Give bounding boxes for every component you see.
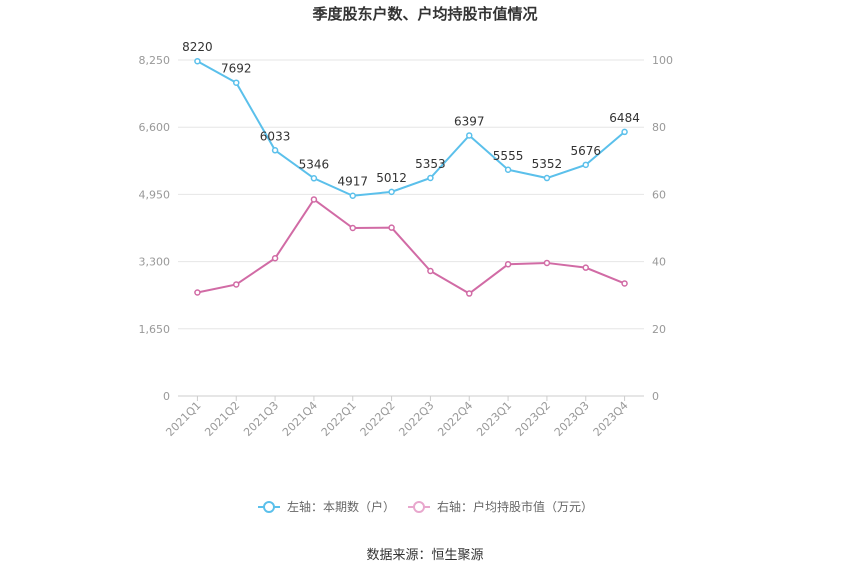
x-tick-label: 2023Q4 xyxy=(591,399,631,439)
data-point xyxy=(349,192,356,199)
x-tick-label: 2022Q1 xyxy=(319,399,359,439)
data-label: 5346 xyxy=(299,157,330,171)
data-label: 6484 xyxy=(609,111,640,125)
x-tick-label: 2022Q4 xyxy=(435,399,475,439)
x-tick-label: 2021Q4 xyxy=(280,399,320,439)
data-point xyxy=(621,128,628,136)
data-point xyxy=(427,267,434,275)
legend-label-left: 左轴：本期数（户） xyxy=(287,499,395,514)
left-tick-label: 0 xyxy=(163,390,170,403)
data-point xyxy=(543,174,551,182)
data-point xyxy=(271,254,279,262)
data-label: 5353 xyxy=(415,157,446,171)
series-left: 8220 7692 6033 5346 4917 5012 5353 6397 5555 5352… xyxy=(182,40,640,199)
data-label: 7692 xyxy=(221,62,252,76)
data-label: 5676 xyxy=(570,144,601,158)
series-layer: 8220 7692 6033 5346 4917 5012 5353 6397 5555 5352… xyxy=(182,40,640,297)
left-tick-label: 6,600 xyxy=(139,121,171,134)
x-tick-label: 2021Q2 xyxy=(202,399,242,439)
data-point xyxy=(310,175,318,182)
left-axis: 0 1,650 3,300 4,950 6,600 8,250 xyxy=(139,54,171,403)
data-point xyxy=(233,79,240,86)
right-tick-label: 80 xyxy=(652,121,666,134)
data-point xyxy=(233,281,240,288)
data-point xyxy=(582,161,589,169)
data-point xyxy=(504,166,512,174)
data-point xyxy=(349,224,356,232)
data-point xyxy=(194,289,201,296)
left-tick-label: 8,250 xyxy=(139,54,171,67)
data-label: 4917 xyxy=(337,175,368,189)
legend-swatch-marker xyxy=(413,501,425,513)
right-axis: 0 20 40 60 80 100 xyxy=(652,54,673,403)
x-axis: 2021Q12021Q22021Q32021Q42022Q12022Q22022… xyxy=(163,396,631,439)
x-tick-label: 2021Q3 xyxy=(241,399,281,439)
x-tick-label: 2022Q2 xyxy=(358,399,398,439)
series-line-left xyxy=(196,60,626,197)
right-tick-label: 60 xyxy=(652,188,666,201)
legend: 左轴：本期数（户） 右轴：户均持股市值（万元） xyxy=(258,499,593,514)
data-label: 5352 xyxy=(532,157,563,171)
left-tick-label: 3,300 xyxy=(139,256,171,269)
right-tick-label: 20 xyxy=(652,323,666,336)
legend-label-right: 右轴：户均持股市值（万元） xyxy=(437,499,593,514)
data-point xyxy=(466,132,473,139)
legend-item-right[interactable]: 右轴：户均持股市值（万元） xyxy=(408,499,593,514)
data-point xyxy=(504,261,512,268)
x-tick-label: 2022Q3 xyxy=(396,399,436,439)
data-point xyxy=(388,188,395,196)
x-tick-label: 2023Q2 xyxy=(513,399,553,439)
right-tick-label: 0 xyxy=(652,390,659,403)
data-point xyxy=(427,174,434,182)
data-point xyxy=(194,57,201,65)
data-label: 6033 xyxy=(260,129,291,143)
data-point xyxy=(543,259,551,267)
right-tick-label: 100 xyxy=(652,54,673,67)
data-point xyxy=(388,224,395,231)
data-point xyxy=(582,264,589,271)
x-tick-label: 2023Q1 xyxy=(474,399,514,439)
legend-swatch-marker xyxy=(263,501,275,513)
source-note: 数据来源：恒生聚源 xyxy=(366,548,483,563)
series-right xyxy=(194,196,628,297)
x-tick-label: 2023Q3 xyxy=(552,399,592,439)
chart-title: 季度股东户数、户均持股市值情况 xyxy=(312,5,537,23)
data-label: 5012 xyxy=(376,171,407,185)
series-line-right xyxy=(197,198,625,295)
data-label: 8220 xyxy=(182,40,213,54)
data-label: 5555 xyxy=(493,149,524,163)
legend-item-left[interactable]: 左轴：本期数（户） xyxy=(258,499,395,514)
data-label: 6397 xyxy=(454,114,485,128)
data-point xyxy=(621,280,628,287)
data-point xyxy=(310,196,318,203)
right-tick-label: 40 xyxy=(652,256,666,269)
data-point xyxy=(466,290,473,297)
data-point xyxy=(271,147,279,154)
x-tick-label: 2021Q1 xyxy=(163,399,203,439)
grid xyxy=(178,59,644,330)
left-tick-label: 1,650 xyxy=(139,323,171,336)
left-tick-label: 4,950 xyxy=(139,188,171,201)
